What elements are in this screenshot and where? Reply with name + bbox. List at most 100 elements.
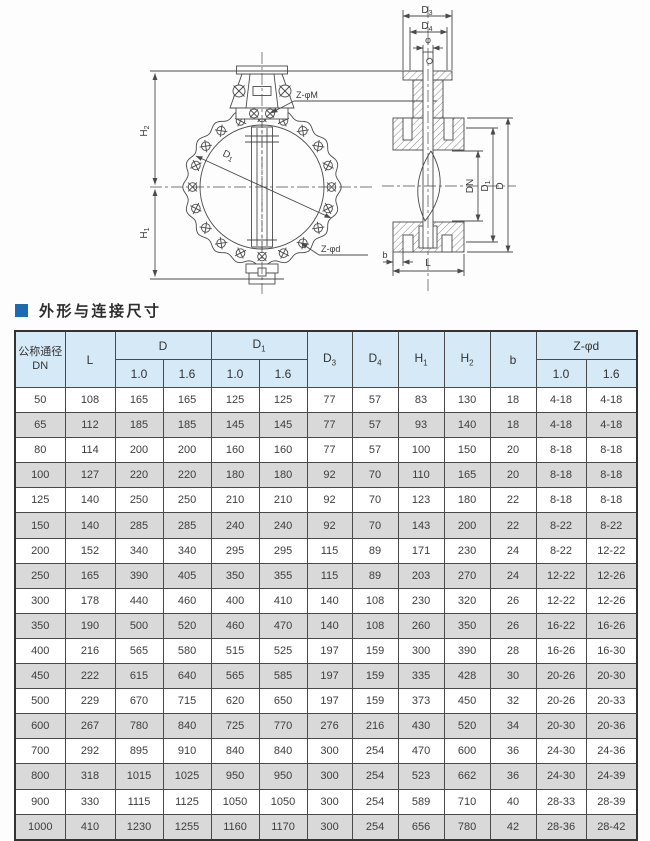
table-cell: 1255 (162, 813, 212, 841)
l-dimension-label: L (425, 258, 431, 269)
table-cell: 250 (114, 487, 164, 514)
table-cell: 390 (114, 562, 164, 589)
table-row: 200 152 340 340 295 295 115 89 171 230 24 8-22 12-22 (14, 537, 638, 564)
table-cell: 70 (351, 512, 399, 539)
table-cell: 28 (489, 637, 537, 665)
col-header-h1: H1 (397, 330, 445, 388)
table-cell: 267 (64, 713, 116, 740)
table-cell: 89 (351, 537, 399, 564)
table-cell: 22 (489, 487, 537, 514)
table-cell: 77 (306, 386, 353, 414)
table-cell: 130 (443, 386, 491, 414)
table-cell: 24 (489, 537, 537, 564)
top-bolt-slot-right (443, 117, 454, 141)
table-cell: 330 (64, 788, 116, 815)
table-cell: 254 (351, 738, 399, 765)
table-cell: 145 (258, 412, 308, 439)
table-cell: 640 (162, 663, 212, 690)
table-cell: 24-30 (535, 738, 587, 765)
table-cell: 355 (258, 562, 308, 589)
right-dimensions (452, 117, 513, 253)
table-cell: 350 (210, 562, 260, 589)
table-cell: 77 (306, 437, 353, 464)
table-cell: 1160 (210, 813, 260, 841)
flange-bolt-hole (235, 248, 246, 258)
table-cell: 300 (306, 738, 353, 765)
table-cell: 140 (64, 512, 116, 539)
d-dimension-label: D (495, 182, 506, 189)
table-cell: 36 (489, 763, 537, 790)
table-cell: 140 (306, 612, 353, 639)
bracket-bolt-right (278, 84, 292, 98)
table-cell: 428 (443, 663, 491, 690)
table-cell: 20 (489, 437, 537, 464)
table-cell: 250 (14, 562, 66, 589)
blue-square-bullet (15, 304, 28, 317)
table-cell: 152 (64, 537, 116, 564)
subcol-z-pn16: 1.6 (585, 359, 638, 388)
table-cell: 200 (114, 437, 164, 464)
table-row: 100 127 220 220 180 180 92 70 110 165 20 8-18 8-18 (14, 462, 638, 489)
table-cell: 16-26 (535, 637, 587, 665)
table-row: 150 140 285 285 240 240 92 70 143 200 22 8-22 8-22 (14, 512, 638, 539)
bolt-cross-mark (312, 226, 325, 230)
mount-bolt-left (249, 108, 259, 119)
table-cell: 197 (306, 663, 353, 690)
table-cell: 670 (114, 688, 164, 715)
table-cell: 1015 (114, 763, 164, 790)
table-cell: 300 (14, 587, 66, 614)
phi-dimension-label: φ (425, 35, 431, 45)
table-cell: 8-18 (585, 437, 638, 464)
table-cell: 16-22 (535, 612, 587, 639)
table-row: 50 108 165 165 125 125 77 57 83 130 18 4-18 4-18 (14, 386, 638, 414)
table-cell: 50 (14, 386, 66, 414)
table-cell: 620 (210, 688, 260, 715)
table-cell: 28-39 (585, 788, 638, 815)
section-header: 外形与连接尺寸 (15, 300, 650, 321)
table-cell: 770 (258, 713, 308, 740)
table-cell: 725 (210, 713, 260, 740)
subcol-d-pn10: 1.0 (114, 359, 164, 388)
subcol-z-pn10: 1.0 (535, 359, 587, 388)
table-cell: 8-18 (535, 462, 587, 489)
table-cell: 200 (443, 512, 491, 539)
d1-diagonal-line (195, 155, 332, 219)
table-cell: 589 (397, 788, 445, 815)
table-cell: 216 (351, 713, 399, 740)
flange-bolt-hole (216, 126, 226, 136)
table-cell: 1025 (162, 763, 212, 790)
table-row: 450 222 615 640 565 585 197 159 335 428 30 20-26 20-… (14, 663, 638, 690)
table-cell: 24-39 (585, 763, 638, 790)
table-cell: 140 (64, 487, 116, 514)
table-cell: 285 (162, 512, 212, 539)
front-view (150, 52, 437, 294)
bolt-cross-mark (277, 249, 290, 257)
table-cell: 254 (351, 813, 399, 841)
table-cell: 20-30 (535, 713, 587, 740)
table-cell: 57 (351, 412, 399, 439)
table-cell: 20-33 (585, 688, 638, 715)
col-header-l: L (64, 330, 116, 388)
table-row: 600 267 780 840 725 770 276 216 430 520 34 20-30 20-… (14, 713, 638, 740)
table-cell: 270 (443, 562, 491, 589)
table-cell: 470 (258, 612, 308, 639)
table-cell: 295 (210, 537, 260, 564)
table-cell: 57 (351, 386, 399, 414)
table-cell: 140 (306, 587, 353, 614)
valve-drawing-svg: H2 H1 D1 Z-φM Z-φd (139, 5, 516, 294)
table-cell: 40 (489, 788, 537, 815)
col-header-z-phi-d: Z-φd (535, 330, 638, 360)
table-cell: 430 (397, 713, 445, 740)
table-cell: 18 (489, 386, 537, 414)
table-row: 500 229 670 715 620 650 197 159 373 450 32 20-26 20-… (14, 688, 638, 715)
table-cell: 200 (14, 537, 66, 564)
table-cell: 1115 (114, 788, 164, 815)
table-cell: 143 (397, 512, 445, 539)
table-cell: 1125 (162, 788, 212, 815)
table-cell: 900 (14, 788, 66, 815)
table-cell: 180 (443, 487, 491, 514)
table-cell: 190 (64, 612, 116, 639)
table-cell: 8-18 (585, 487, 638, 514)
table-cell: 222 (64, 663, 116, 690)
table-cell: 8-18 (585, 462, 638, 489)
